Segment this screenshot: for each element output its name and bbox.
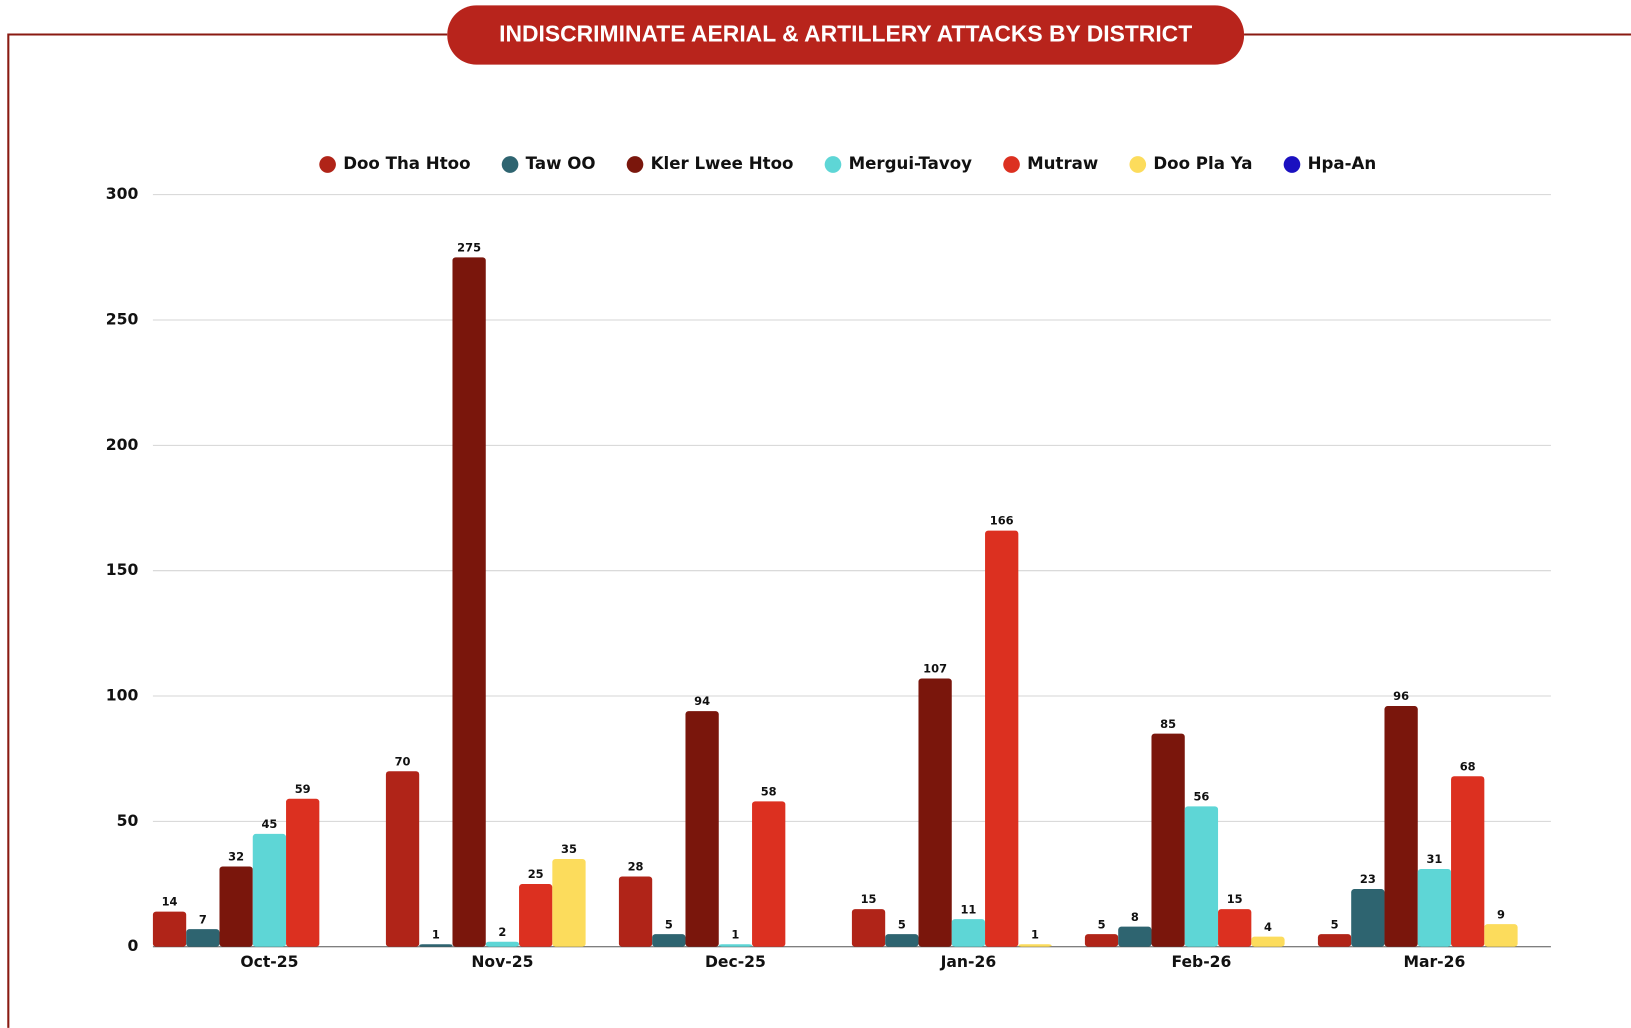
legend-label: Doo Pla Ya (1153, 154, 1252, 173)
y-tick-label: 100 (106, 687, 139, 705)
frame (7, 33, 1631, 1028)
y-tick-label: 0 (127, 937, 138, 955)
value-label: 7 (199, 912, 207, 926)
bar (519, 884, 553, 947)
x-tick-label: Jan-26 (940, 953, 997, 971)
bar (1451, 776, 1485, 947)
value-label: 14 (162, 895, 178, 909)
legend-label: Hpa-An (1308, 154, 1377, 173)
value-label: 1 (1031, 927, 1039, 941)
value-label: 166 (990, 514, 1014, 528)
bar (1384, 706, 1418, 947)
x-tick-label: Mar-26 (1403, 953, 1465, 971)
value-label: 1 (731, 927, 739, 941)
bar (1184, 806, 1219, 947)
bar (1018, 944, 1052, 947)
value-label: 96 (1393, 689, 1409, 703)
x-tick-label: Nov-25 (471, 953, 533, 971)
x-tick-label: Feb-26 (1171, 953, 1231, 971)
y-tick-label: 50 (117, 812, 139, 830)
value-label: 31 (1426, 852, 1442, 866)
value-label: 59 (295, 782, 311, 796)
value-label: 28 (628, 860, 644, 874)
legend-label: Kler Lwee Htoo (651, 154, 794, 173)
bar (252, 833, 287, 947)
value-label: 15 (861, 892, 877, 906)
value-label: 9 (1497, 907, 1505, 921)
legend-label: Doo Tha Htoo (343, 154, 470, 173)
legend-marker (1283, 156, 1301, 173)
bar (219, 866, 253, 947)
bar (1251, 936, 1285, 947)
bar (985, 530, 1019, 947)
value-label: 15 (1227, 892, 1243, 906)
legend-marker (319, 156, 336, 173)
bar (419, 944, 453, 947)
bar (918, 678, 952, 947)
legend-marker (1129, 156, 1147, 173)
title-pill (447, 5, 1245, 65)
value-label: 70 (395, 754, 411, 768)
bar (685, 711, 719, 947)
bar (752, 801, 786, 947)
legend-marker (824, 156, 842, 173)
bar (286, 798, 320, 947)
legend-marker (626, 156, 644, 173)
value-label: 35 (561, 842, 577, 856)
value-label: 11 (960, 902, 976, 916)
bar (652, 934, 686, 947)
legend-label: Mutraw (1027, 154, 1098, 173)
chart-title: INDISCRIMINATE AERIAL & ARTILLERY ATTACK… (499, 21, 1192, 47)
value-label: 56 (1193, 789, 1209, 803)
value-label: 5 (1331, 917, 1339, 931)
bar (1118, 926, 1152, 947)
bar (552, 858, 586, 947)
bar (851, 909, 886, 947)
legend-label: Taw OO (526, 154, 596, 173)
value-label: 107 (923, 662, 947, 676)
value-label: 5 (665, 917, 673, 931)
bar (1218, 909, 1252, 947)
bar (186, 929, 220, 947)
value-label: 25 (528, 867, 544, 881)
bar (718, 944, 753, 947)
bar (1351, 889, 1385, 947)
value-label: 8 (1131, 910, 1139, 924)
bar (1084, 934, 1119, 947)
value-label: 32 (228, 850, 244, 864)
x-tick-label: Dec-25 (705, 953, 766, 971)
value-label: 68 (1460, 759, 1476, 773)
bar (618, 876, 653, 947)
value-label: 275 (457, 240, 481, 254)
value-label: 23 (1360, 872, 1376, 886)
legend-label: Mergui-Tavoy (849, 154, 973, 173)
bar (385, 771, 420, 947)
x-tick-label: Oct-25 (240, 953, 298, 971)
bar (452, 257, 486, 947)
bar (951, 919, 986, 947)
y-tick-label: 250 (106, 311, 139, 329)
value-label: 1 (432, 927, 440, 941)
y-tick-label: 150 (106, 561, 139, 579)
value-label: 94 (694, 694, 710, 708)
value-label: 5 (1098, 917, 1106, 931)
value-label: 58 (761, 784, 777, 798)
value-label: 85 (1160, 717, 1176, 731)
bar (485, 941, 520, 947)
bar (1484, 924, 1518, 947)
y-tick-label: 200 (106, 436, 139, 454)
bar (1417, 869, 1452, 947)
bar (1317, 934, 1352, 947)
bar (1151, 733, 1185, 947)
bar (885, 934, 919, 947)
legend-marker (1003, 156, 1020, 173)
value-label: 2 (498, 925, 506, 939)
value-label: 4 (1264, 920, 1272, 934)
value-label: 45 (261, 817, 277, 831)
bar (152, 911, 187, 947)
legend-marker (501, 156, 519, 173)
y-tick-label: 300 (106, 185, 139, 203)
value-label: 5 (898, 917, 906, 931)
